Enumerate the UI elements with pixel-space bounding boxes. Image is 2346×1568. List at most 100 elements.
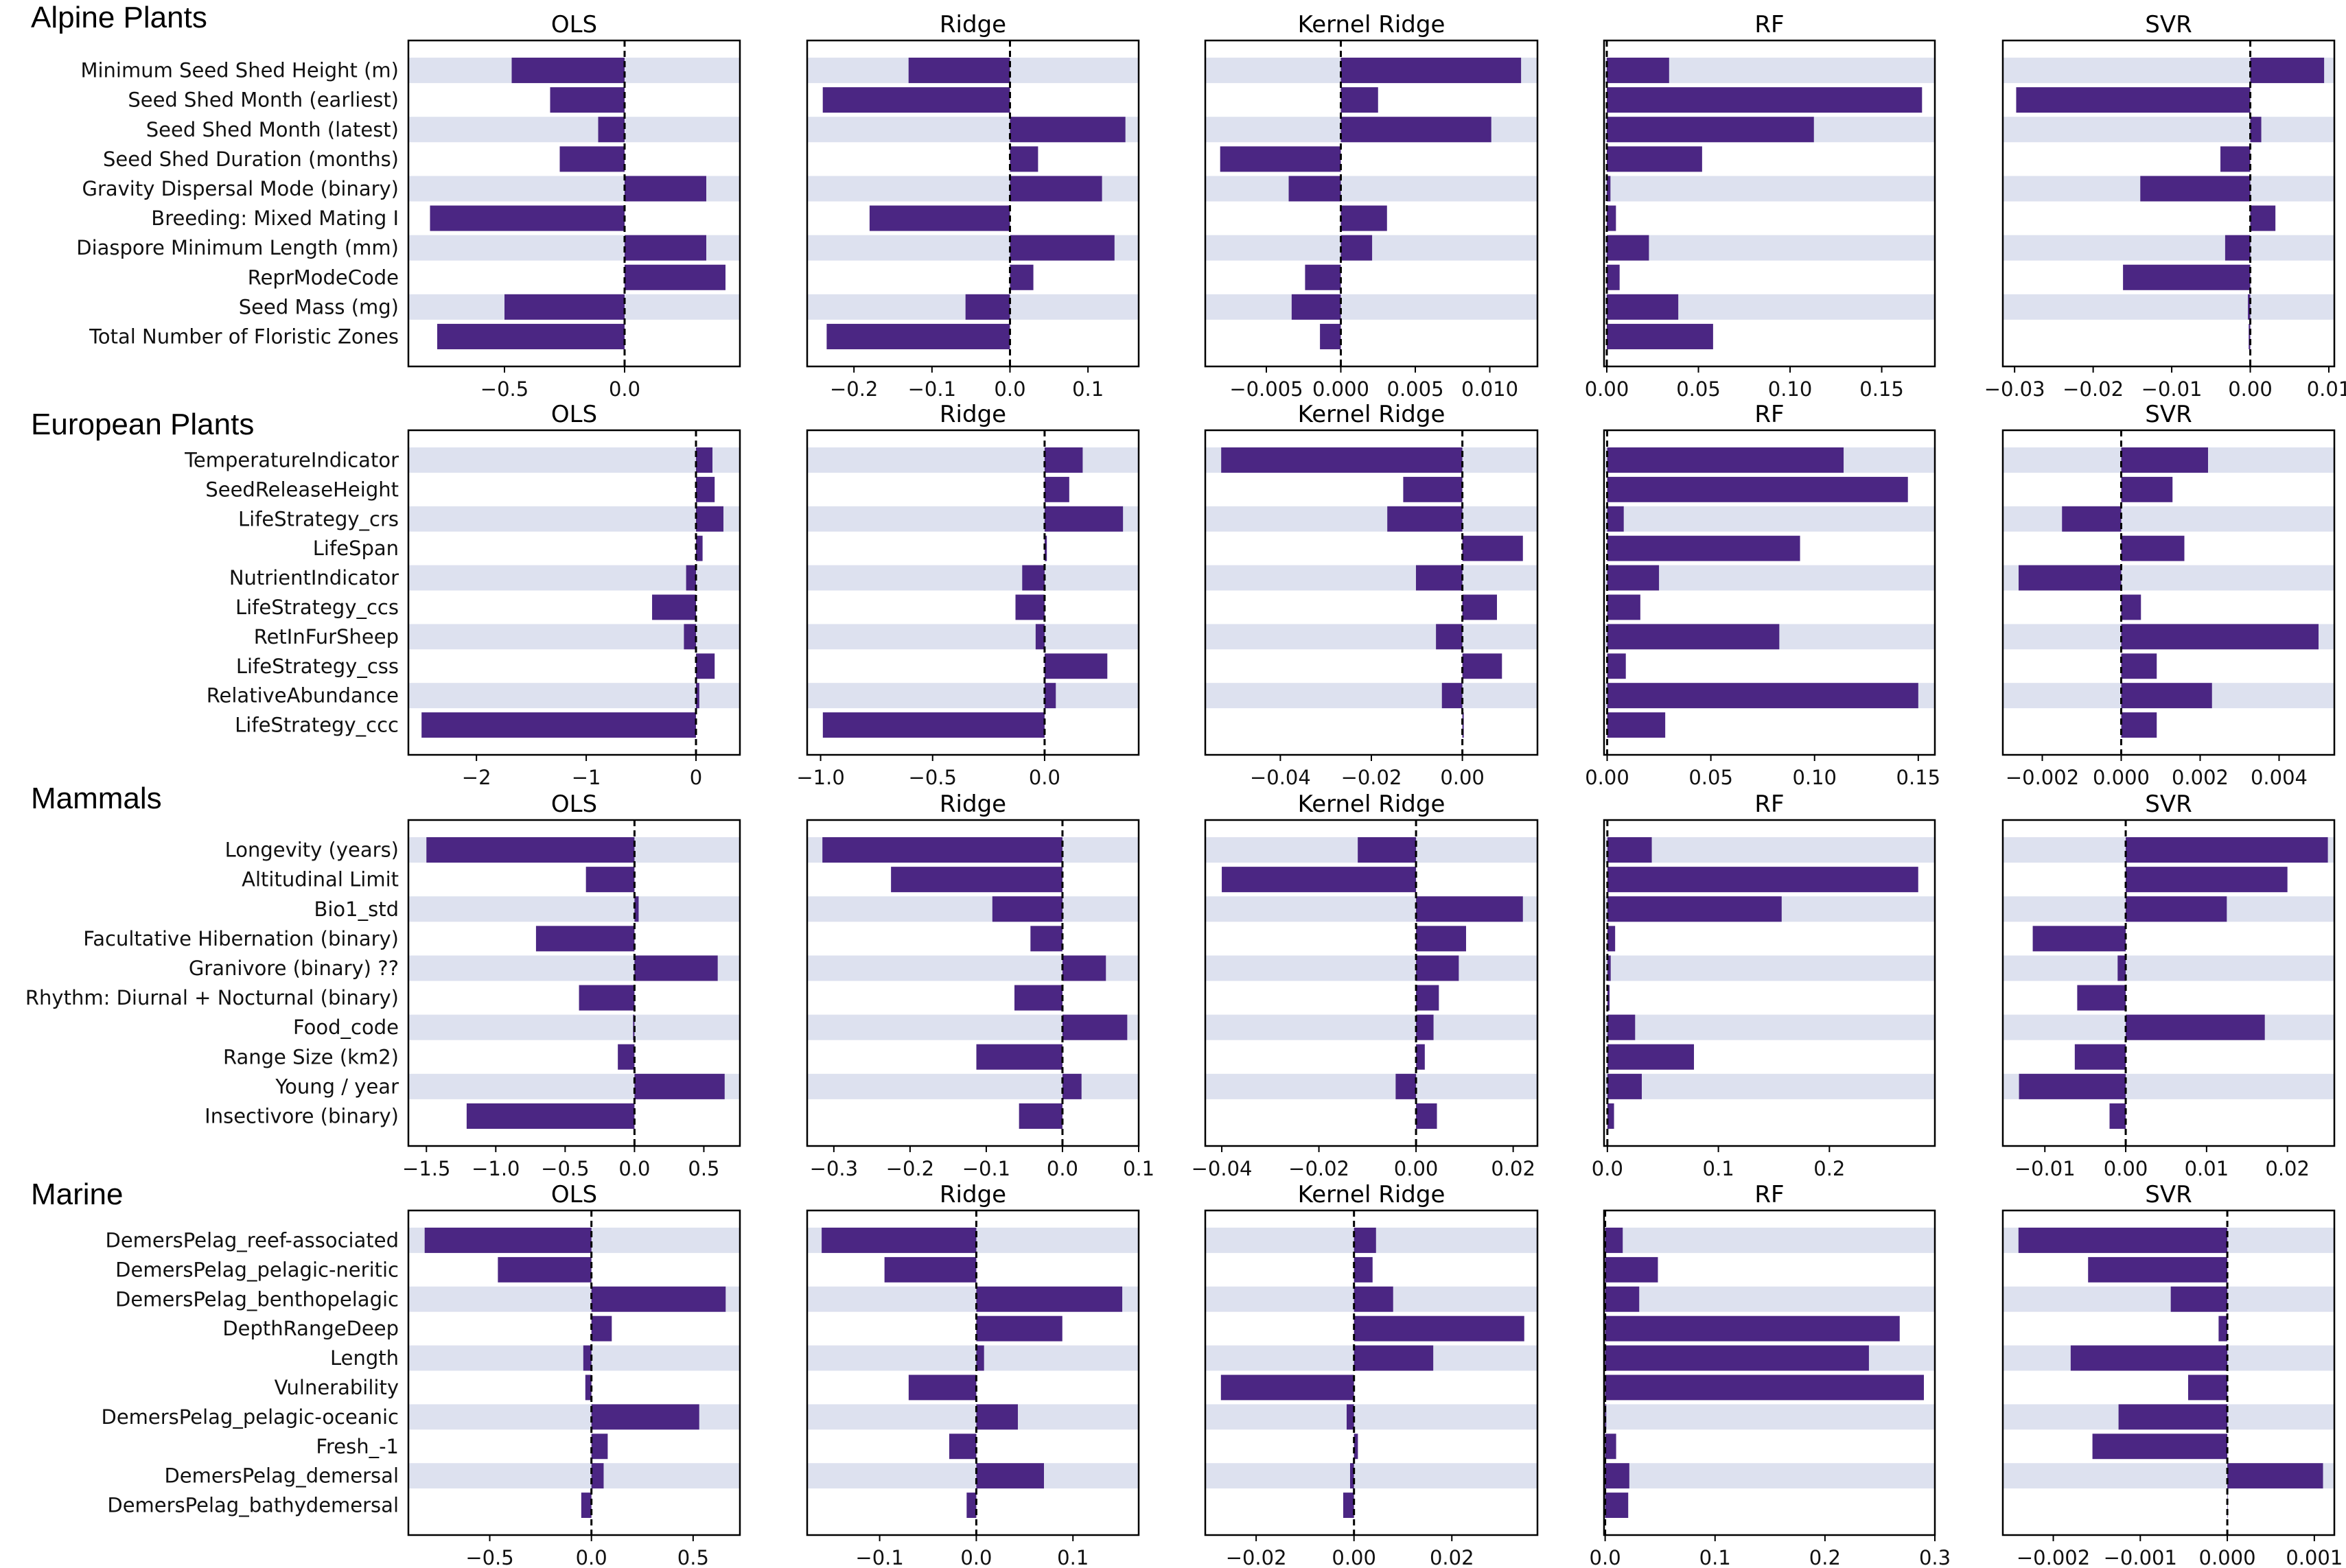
bar bbox=[1607, 235, 1649, 261]
bar bbox=[976, 1315, 1062, 1342]
panel-title: OLS bbox=[551, 791, 597, 818]
bar bbox=[1607, 146, 1702, 172]
bar bbox=[1349, 1463, 1354, 1489]
bar bbox=[421, 712, 697, 738]
x-tick-label: −0.02 bbox=[1288, 1157, 1349, 1180]
category-label: Seed Shed Month (latest) bbox=[146, 118, 399, 141]
row-band bbox=[1205, 565, 1537, 591]
bar bbox=[2140, 176, 2251, 202]
panel-title: Kernel Ridge bbox=[1298, 1181, 1445, 1208]
x-tick-label: 0.01 bbox=[2185, 1157, 2229, 1180]
bar bbox=[1340, 235, 1373, 261]
bar bbox=[1220, 1374, 1354, 1401]
bar bbox=[869, 205, 1010, 231]
bar bbox=[1416, 926, 1466, 952]
bar bbox=[2121, 683, 2212, 709]
bar bbox=[1607, 294, 1679, 320]
category-label: Total Number of Floristic Zones bbox=[89, 325, 399, 348]
panel-title: Ridge bbox=[940, 11, 1006, 38]
chart-panel: Kernel Ridge −0.02 0.00 0.02 bbox=[1204, 1181, 1539, 1568]
bar bbox=[2019, 1073, 2126, 1099]
bar bbox=[2188, 1374, 2228, 1401]
row-band bbox=[1205, 624, 1537, 650]
bar bbox=[2062, 506, 2122, 532]
category-label: ReprModeCode bbox=[248, 266, 399, 289]
row-band bbox=[408, 1463, 740, 1489]
bar bbox=[559, 146, 625, 172]
category-label: Food_code bbox=[293, 1016, 399, 1039]
bar bbox=[1062, 1014, 1128, 1040]
bar bbox=[1222, 867, 1417, 893]
bar bbox=[581, 1493, 592, 1518]
bar bbox=[1605, 1434, 1616, 1460]
bar bbox=[1607, 867, 1918, 893]
bar bbox=[696, 535, 703, 561]
x-tick-label: −1 bbox=[572, 766, 601, 789]
bar bbox=[535, 926, 635, 952]
bar bbox=[2225, 235, 2251, 261]
axes-frame bbox=[806, 1209, 1140, 1536]
x-tick-label: 0.15 bbox=[1859, 377, 1904, 401]
category-label: SeedReleaseHeight bbox=[205, 478, 399, 501]
bar bbox=[822, 1228, 977, 1253]
axes-frame bbox=[2001, 429, 2336, 756]
bar bbox=[1605, 1374, 1924, 1401]
category-label: RelativeAbundance bbox=[207, 684, 399, 707]
row-band bbox=[408, 565, 740, 591]
bar bbox=[2126, 867, 2288, 893]
bar bbox=[2249, 323, 2251, 349]
axes-frame bbox=[407, 1209, 741, 1536]
bar bbox=[1044, 535, 1047, 561]
row-band bbox=[1205, 683, 1537, 709]
x-tick-label: −0.01 bbox=[2141, 377, 2203, 401]
bar bbox=[1605, 1315, 1900, 1342]
bar bbox=[1015, 594, 1045, 620]
bar bbox=[1358, 837, 1417, 863]
x-tick-label: −0.1 bbox=[962, 1157, 1010, 1180]
bar bbox=[585, 867, 635, 893]
bar bbox=[1320, 323, 1341, 349]
panel-title: SVR bbox=[2145, 791, 2192, 818]
category-label: Breeding: Mixed Mating I bbox=[151, 207, 399, 230]
category-label: TemperatureIndicator bbox=[184, 448, 399, 471]
section-title: Marine bbox=[31, 1178, 124, 1211]
x-tick-label: −0.002 bbox=[2017, 1546, 2090, 1568]
row-band bbox=[408, 1014, 740, 1040]
row-band bbox=[807, 447, 1139, 473]
category-label: Bio1_std bbox=[314, 898, 399, 921]
chart-panel: Ridge −0.1 0.0 0.1 bbox=[806, 1181, 1140, 1568]
chart-panel: OLS Minimum Seed Shed Height (m) Seed Shed… bbox=[76, 11, 741, 401]
category-label: Rhythm: Diurnal + Nocturnal (binary) bbox=[25, 986, 399, 1009]
x-tick-label: −0.04 bbox=[1250, 766, 1311, 789]
chart-panel: Ridge −1.0 −0.5 0.0 bbox=[796, 401, 1140, 789]
x-tick-label: 0.3 bbox=[1919, 1546, 1951, 1568]
bar bbox=[591, 1463, 604, 1489]
row-band bbox=[1604, 565, 1935, 591]
bar bbox=[1340, 117, 1491, 143]
x-tick-label: 0.00 bbox=[1585, 377, 1629, 401]
category-label: LifeStrategy_crs bbox=[238, 507, 399, 530]
x-tick-label: 0.15 bbox=[1896, 766, 1941, 789]
category-label: Range Size (km2) bbox=[223, 1045, 399, 1068]
row-band bbox=[1604, 1228, 1935, 1253]
panel-title: Ridge bbox=[940, 401, 1006, 428]
x-tick-label: 0.0 bbox=[609, 377, 640, 401]
bar bbox=[1441, 683, 1463, 709]
panel-title: RF bbox=[1754, 11, 1784, 38]
row-band bbox=[1205, 1404, 1537, 1430]
row-band bbox=[1205, 506, 1537, 532]
bar bbox=[966, 1493, 977, 1518]
axes-frame bbox=[1603, 429, 1936, 756]
bar bbox=[1607, 1044, 1695, 1070]
panel-title: RF bbox=[1754, 791, 1784, 818]
chart-panel: SVR −0.002 0.000 0.002 0.004 bbox=[2001, 401, 2336, 789]
category-label: DemersPelag_pelagic-oceanic bbox=[102, 1405, 399, 1429]
axes-frame bbox=[806, 429, 1140, 756]
bar bbox=[2250, 58, 2325, 84]
category-label: DemersPelag_reef-associated bbox=[105, 1228, 399, 1252]
chart-panel: Kernel Ridge −0.04 −0.02 0.00 bbox=[1204, 401, 1539, 789]
bar bbox=[1354, 1315, 1524, 1342]
category-label: LifeStrategy_css bbox=[236, 655, 399, 678]
bar bbox=[625, 176, 706, 202]
